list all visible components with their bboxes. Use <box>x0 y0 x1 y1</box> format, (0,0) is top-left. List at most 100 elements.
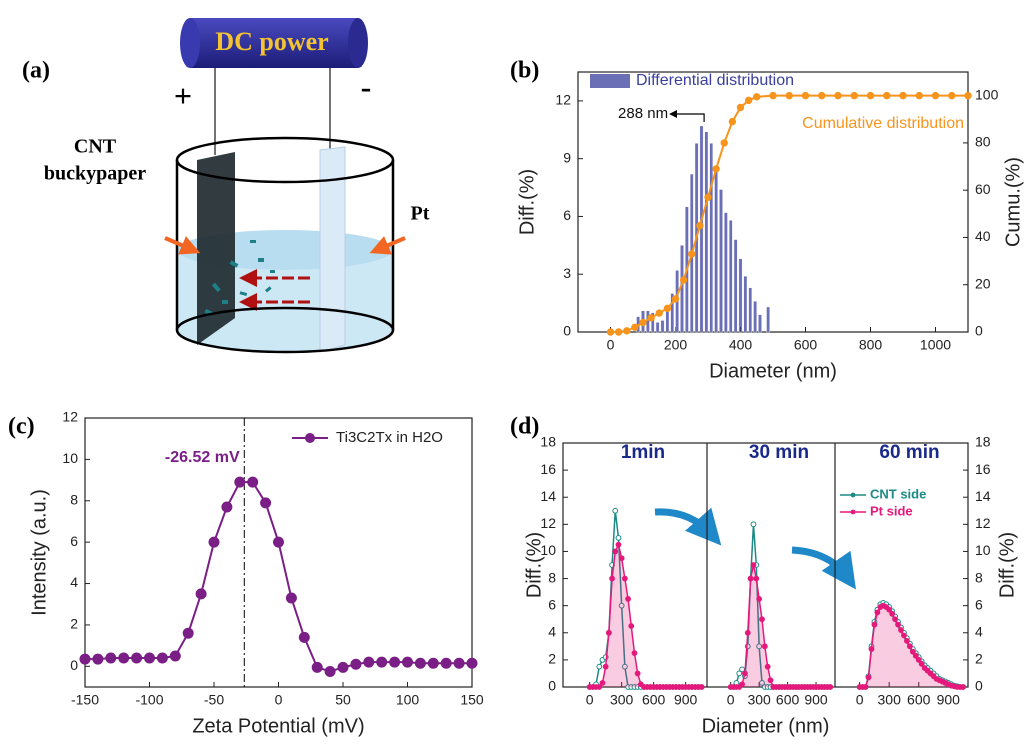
power-label: DC power <box>215 27 328 56</box>
series-marker <box>868 646 875 652</box>
series-marker <box>895 621 901 628</box>
y2-tick-label: 18 <box>975 434 991 450</box>
series-marker <box>156 652 168 664</box>
y-tick-label: 12 <box>62 409 78 425</box>
series-marker <box>688 250 696 258</box>
series-marker <box>621 575 628 582</box>
series-marker <box>865 674 872 681</box>
series-marker <box>606 328 615 336</box>
x-tick-label: -100 <box>135 692 163 708</box>
series-marker <box>850 91 858 100</box>
series-marker <box>874 609 881 616</box>
bar <box>660 320 665 333</box>
x-tick-label: -50 <box>204 692 224 708</box>
series-marker <box>964 91 972 100</box>
bar <box>766 306 770 333</box>
y2-tick-label: 16 <box>975 461 991 477</box>
x-tick-label: 0 <box>607 337 615 353</box>
y-tick-label: 6 <box>70 533 78 549</box>
series-marker <box>960 684 966 690</box>
series-line <box>730 564 831 688</box>
y-tick-label: 18 <box>540 434 556 450</box>
series-marker <box>615 541 622 548</box>
bar <box>733 239 738 333</box>
legend-marker <box>850 509 856 515</box>
series-marker <box>728 117 737 126</box>
series-marker <box>753 93 761 101</box>
series-marker <box>195 588 207 600</box>
series-marker <box>756 595 763 602</box>
series-marker <box>324 665 336 677</box>
series-marker <box>618 555 625 562</box>
series-marker <box>285 592 297 604</box>
pt-electrode <box>319 146 346 353</box>
y2-tick-label: 8 <box>975 569 983 585</box>
series-marker <box>759 616 765 623</box>
series-marker <box>414 657 426 669</box>
series-marker <box>105 652 117 664</box>
legend-marker <box>850 492 856 498</box>
x-tick-label: 50 <box>335 692 351 708</box>
series-marker <box>704 193 712 201</box>
series-marker <box>623 327 631 335</box>
series-marker <box>827 684 834 690</box>
y2-tick-label: 40 <box>975 228 991 244</box>
series-marker <box>871 621 878 628</box>
bar <box>738 258 743 333</box>
bar <box>704 131 709 333</box>
series-marker <box>639 318 647 327</box>
y2-tick-label: 14 <box>975 488 991 504</box>
x-tick-label: 900 <box>674 692 698 708</box>
pointer <box>164 236 201 255</box>
x-tick-label: 800 <box>859 337 883 353</box>
y-tick-label: 16 <box>540 461 556 477</box>
series-marker <box>427 657 439 669</box>
series-marker <box>909 648 916 655</box>
x-tick-label: 100 <box>396 692 420 708</box>
y-tick-label: 8 <box>548 569 556 585</box>
series-marker <box>931 91 940 100</box>
series-marker <box>750 521 757 528</box>
negative-sign: - <box>361 68 372 104</box>
series-marker <box>744 629 751 636</box>
bar <box>748 287 753 333</box>
bar <box>724 212 728 333</box>
panel-label: (a) <box>22 58 50 84</box>
series-marker <box>628 623 635 629</box>
series-marker <box>866 91 875 100</box>
y2-tick-label: 0 <box>975 678 983 694</box>
series-marker <box>892 616 898 623</box>
series-marker <box>736 670 743 677</box>
series-marker <box>182 627 194 639</box>
panel-title: 30 min <box>749 442 809 463</box>
series-marker <box>696 221 704 230</box>
power-supply-end <box>180 18 200 68</box>
y-tick-label: 12 <box>555 92 571 108</box>
series-marker <box>834 91 842 100</box>
series-marker <box>169 650 181 662</box>
y-axis-label: Diff.(%) <box>523 532 545 598</box>
series-marker <box>756 643 763 650</box>
series-marker <box>596 684 603 690</box>
plot-frame <box>84 417 473 688</box>
pointer <box>369 236 406 255</box>
series-marker <box>466 657 478 669</box>
series-marker <box>605 629 612 636</box>
y-tick-label: 2 <box>548 651 556 667</box>
series-marker <box>298 631 310 643</box>
y-tick-label: 12 <box>540 515 556 531</box>
series-line <box>85 481 472 673</box>
y-tick-label: 10 <box>540 542 556 558</box>
power-supply-end <box>348 18 368 68</box>
x-tick-label: 0 <box>727 692 735 708</box>
series-marker <box>144 652 155 664</box>
panel-label: (b) <box>510 58 539 84</box>
series-marker <box>742 670 748 677</box>
series-marker <box>698 684 705 690</box>
annotation-arrow <box>672 113 705 122</box>
y2-tick-label: 2 <box>975 651 983 667</box>
series-marker <box>609 575 615 582</box>
series-marker <box>901 632 907 639</box>
series-marker <box>915 656 922 663</box>
y-tick-label: 14 <box>540 488 556 504</box>
